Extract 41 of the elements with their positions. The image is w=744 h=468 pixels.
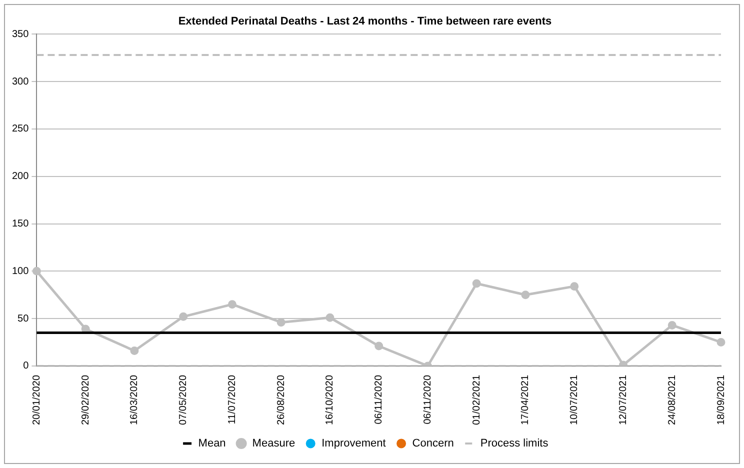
point — [374, 342, 384, 350]
x-tick-label: 01/02/2021 — [471, 374, 482, 426]
y-tick-label: 200 — [12, 171, 30, 182]
x-tick-label: 11/07/2020 — [226, 374, 238, 424]
point — [32, 266, 41, 276]
y-tick-label: 100 — [12, 266, 30, 277]
x-tick-label: 06/11/2020 — [422, 374, 434, 424]
point — [570, 282, 579, 291]
x-tick-label: 29/02/2020 — [80, 374, 92, 426]
point — [130, 346, 139, 356]
x-tick-label: 06/11/2020 — [374, 374, 385, 424]
x-tick-label: 18/09/2021 — [716, 374, 727, 426]
chart-title: Extended Perinatal Deaths - Last 24 months - Time between rare events — [178, 16, 552, 28]
point — [472, 279, 481, 288]
y-tick-label: 250 — [12, 124, 30, 135]
point — [326, 313, 334, 322]
x-tick-label: 24/08/2021 — [666, 374, 678, 426]
y-tick-label: 0 — [23, 360, 30, 372]
point — [521, 290, 530, 300]
legend-label: Improvement — [322, 438, 386, 450]
point — [179, 312, 188, 321]
legend-label: Mean — [198, 438, 226, 450]
point — [668, 320, 676, 330]
x-tick-label: 16/10/2020 — [324, 374, 336, 426]
point — [276, 318, 286, 327]
y-tick-label: 50 — [18, 313, 30, 324]
y-tick-label: 300 — [12, 76, 30, 88]
y-tick-label: 350 — [12, 28, 30, 40]
y-tick-label: 150 — [12, 218, 30, 230]
point — [716, 338, 726, 347]
x-tick-label: 10/07/2021 — [569, 374, 580, 426]
x-tick-label: 20/01/2020 — [31, 374, 42, 426]
legend-label: Measure — [252, 438, 296, 450]
x-tick-label: 26/08/2020 — [276, 374, 287, 426]
x-tick-label: 12/07/2021 — [618, 374, 629, 426]
legend-label: Process limits — [480, 438, 549, 450]
legend-label: Concern — [412, 438, 454, 450]
point — [228, 300, 236, 309]
x-tick-label: 17/04/2021 — [520, 374, 532, 426]
x-tick-label: 07/05/2020 — [178, 374, 190, 426]
x-tick-label: 16/03/2020 — [129, 374, 140, 426]
